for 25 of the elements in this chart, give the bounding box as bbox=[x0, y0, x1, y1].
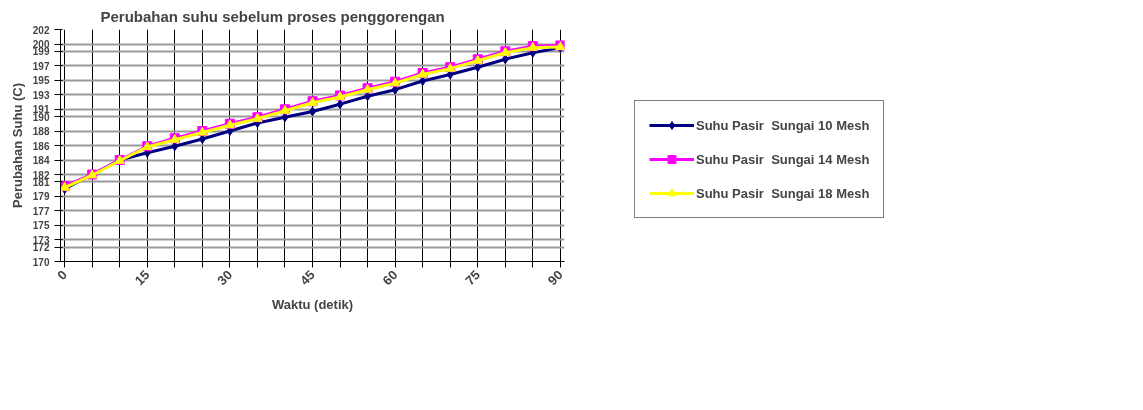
y-tick-label: 197 bbox=[32, 60, 50, 72]
x-tick-label: 15 bbox=[131, 267, 153, 289]
x-tick-label: 60 bbox=[379, 267, 401, 289]
chart-title: Perubahan suhu sebelum proses penggorengan bbox=[100, 7, 445, 25]
y-tick-label: 175 bbox=[32, 220, 50, 232]
y-tick-label: 195 bbox=[32, 75, 50, 87]
x-tick-label: 90 bbox=[544, 267, 566, 289]
y-tick-label: 202 bbox=[32, 24, 50, 36]
x-tick-label: 30 bbox=[214, 267, 236, 289]
legend-label: Suhu Pasir Sungai 18 Mesh bbox=[696, 185, 870, 201]
y-tick-label: 177 bbox=[32, 205, 50, 217]
y-tick-label: 184 bbox=[32, 155, 50, 166]
y-tick-label: 179 bbox=[32, 191, 50, 203]
y-tick-label: 188 bbox=[32, 126, 50, 137]
x-tick-label: 0 bbox=[54, 267, 70, 283]
x-tick-label: 75 bbox=[462, 267, 484, 289]
y-tick-label: 170 bbox=[32, 256, 50, 268]
x-axis-title: Waktu (detik) bbox=[271, 297, 354, 313]
y-tick-label: 199 bbox=[32, 46, 50, 58]
legend-label: Suhu Pasir Sungai 14 Mesh bbox=[696, 151, 870, 167]
y-axis-title: Perubahan Suhu (C) bbox=[9, 83, 25, 208]
y-tick-label: 186 bbox=[32, 140, 50, 152]
y-tick-label: 193 bbox=[32, 89, 50, 101]
legend-label: Suhu Pasir Sungai 10 Mesh bbox=[696, 117, 870, 133]
x-tick-label: 45 bbox=[296, 267, 318, 289]
